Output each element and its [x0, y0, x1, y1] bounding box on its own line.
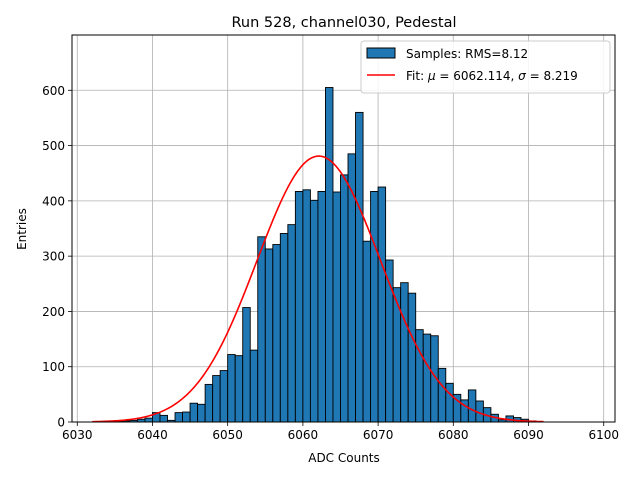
- histogram-bar: [445, 382, 454, 423]
- y-axis-label: Entries: [15, 208, 29, 250]
- histogram-bar: [242, 307, 251, 423]
- histogram-bar: [257, 236, 266, 423]
- x-tick-label: 6080: [438, 428, 469, 442]
- histogram-bar: [174, 412, 184, 423]
- histogram-bar: [347, 153, 356, 423]
- histogram-bar: [279, 233, 289, 423]
- legend-sigma-symbol: σ: [518, 69, 526, 83]
- histogram-bar: [309, 199, 319, 423]
- chart-title: Run 528, channel030, Pedestal: [231, 15, 456, 31]
- histogram-bar: [422, 333, 432, 423]
- x-tick-label: 6050: [212, 428, 243, 442]
- histogram-bar: [355, 111, 364, 423]
- histogram-bar: [340, 174, 349, 423]
- histogram-bar: [264, 248, 274, 423]
- legend-box: [360, 40, 611, 94]
- histogram-bar: [377, 186, 387, 423]
- legend: Samples: RMS=8.12 Fit: μ = 6062.114, σ =…: [360, 40, 611, 94]
- y-tick-label: 200: [42, 305, 65, 319]
- legend-histogram-swatch: [366, 47, 396, 59]
- histogram-bar: [407, 292, 417, 423]
- legend-mu-symbol: μ: [427, 69, 436, 83]
- histogram-bar: [272, 244, 281, 423]
- histogram-bar: [437, 367, 447, 423]
- histogram-bar: [189, 402, 199, 423]
- x-tick-label: 6100: [588, 428, 619, 442]
- y-tick-label: 500: [42, 139, 65, 153]
- histogram-bar: [249, 349, 259, 423]
- histogram-bar: [332, 191, 341, 423]
- histogram-bar: [144, 417, 153, 423]
- histogram-bar: [294, 191, 304, 423]
- x-tick-label: 6070: [363, 428, 394, 442]
- histogram-bar: [362, 240, 372, 423]
- plot-frame: [71, 34, 616, 423]
- histogram-bar: [227, 354, 236, 423]
- histogram-bar: [219, 370, 229, 423]
- x-tick-label: 6040: [137, 428, 168, 442]
- y-tick-label: 100: [42, 360, 65, 374]
- legend-fit-prefix: Fit:: [406, 69, 428, 83]
- x-axis-ticks: 6030 6040 6050 6060 6070 6080 6090 6100: [62, 422, 619, 442]
- histogram-bar: [212, 375, 221, 423]
- histogram-bar: [370, 191, 379, 423]
- histogram-bar: [400, 282, 409, 423]
- legend-sigma-value: = 8.219: [526, 69, 578, 83]
- fit-curve: [92, 155, 544, 423]
- histogram-bar: [317, 191, 326, 423]
- x-tick-label: 6030: [62, 428, 93, 442]
- histogram-bar: [197, 403, 206, 423]
- y-tick-label: 600: [42, 84, 65, 98]
- histogram-bar: [415, 329, 424, 423]
- histogram-bars: [114, 87, 537, 423]
- legend-mu-value: = 6062.114,: [436, 69, 519, 83]
- y-tick-label: 400: [42, 194, 65, 208]
- x-tick-label: 6090: [513, 428, 544, 442]
- histogram-bar: [287, 224, 296, 423]
- histogram-bar: [302, 189, 311, 423]
- legend-fit-label: Fit: μ = 6062.114, σ = 8.219: [406, 69, 578, 83]
- histogram-bar: [234, 355, 244, 423]
- y-axis-ticks: 0 100 200 300 400 500 600: [42, 84, 72, 430]
- x-tick-label: 6060: [288, 428, 319, 442]
- histogram-bar: [182, 411, 191, 423]
- y-tick-label: 0: [57, 416, 65, 430]
- histogram-bar: [204, 383, 214, 423]
- legend-histogram-label: Samples: RMS=8.12: [406, 47, 528, 61]
- histogram-bar: [325, 87, 334, 423]
- histogram-bar: [159, 414, 168, 423]
- y-tick-label: 300: [42, 250, 65, 264]
- histogram-bar: [467, 389, 477, 423]
- x-axis-label: ADC Counts: [308, 451, 380, 465]
